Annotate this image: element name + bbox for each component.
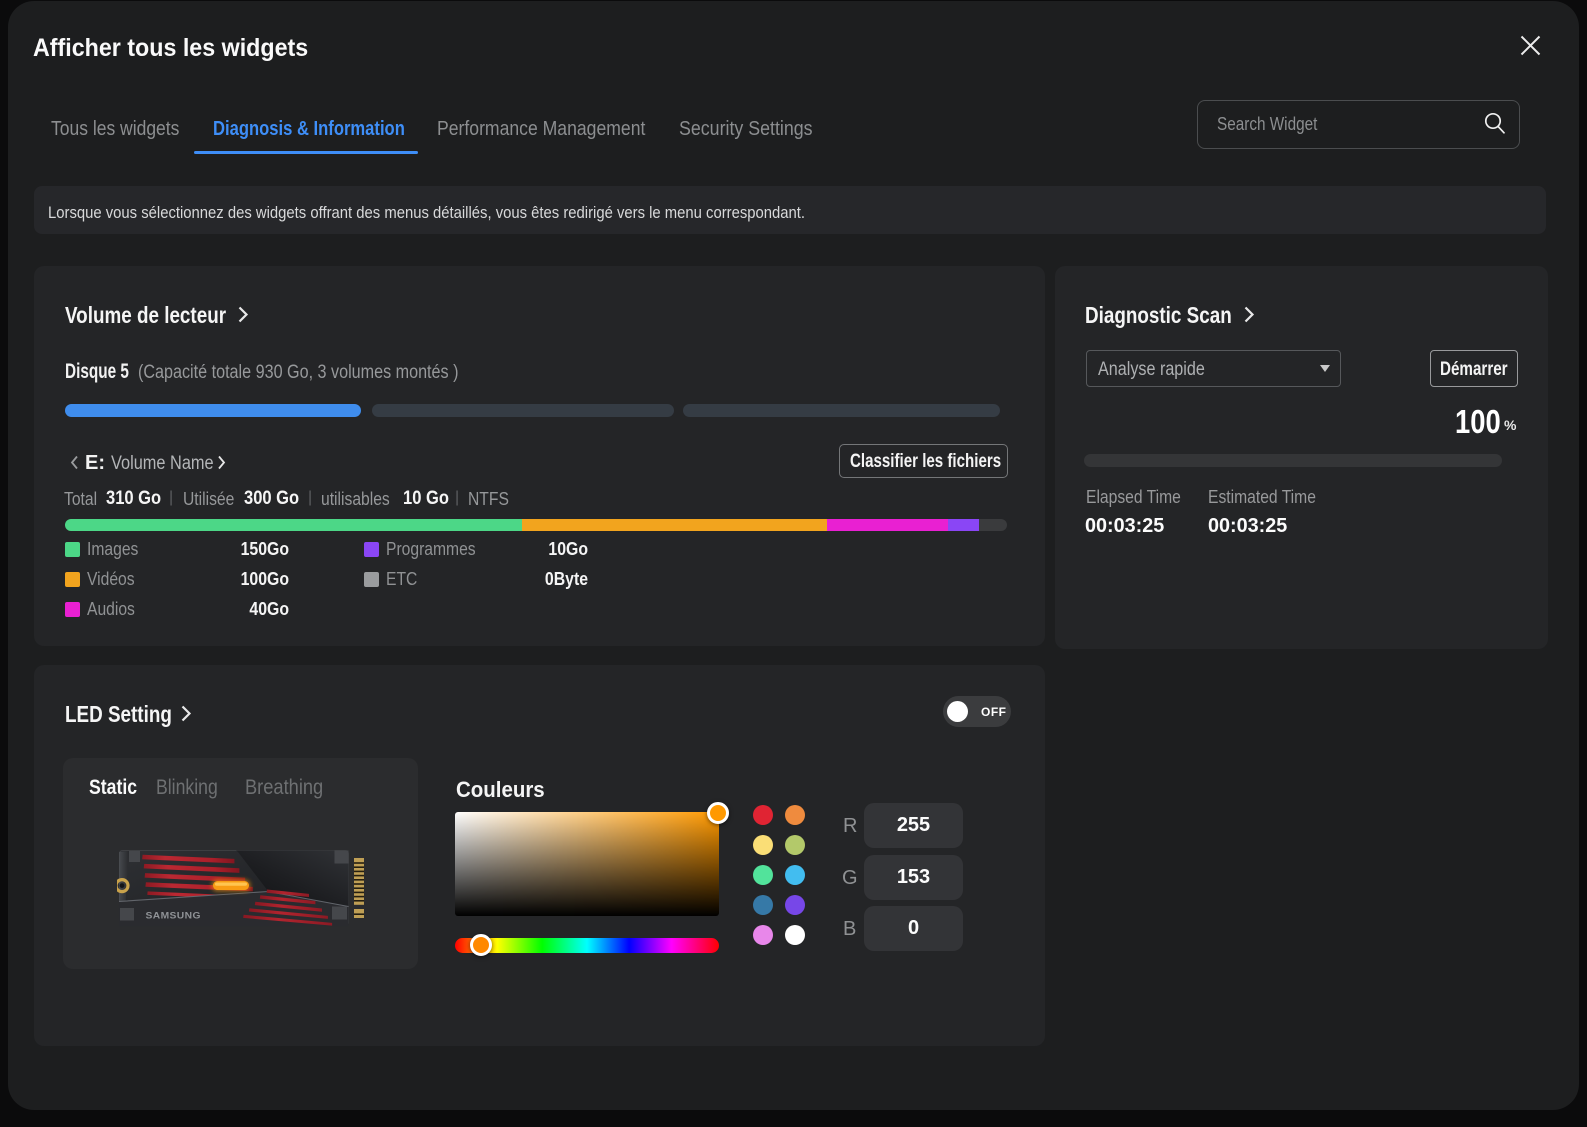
svg-text:SAMSUNG: SAMSUNG	[146, 911, 201, 921]
